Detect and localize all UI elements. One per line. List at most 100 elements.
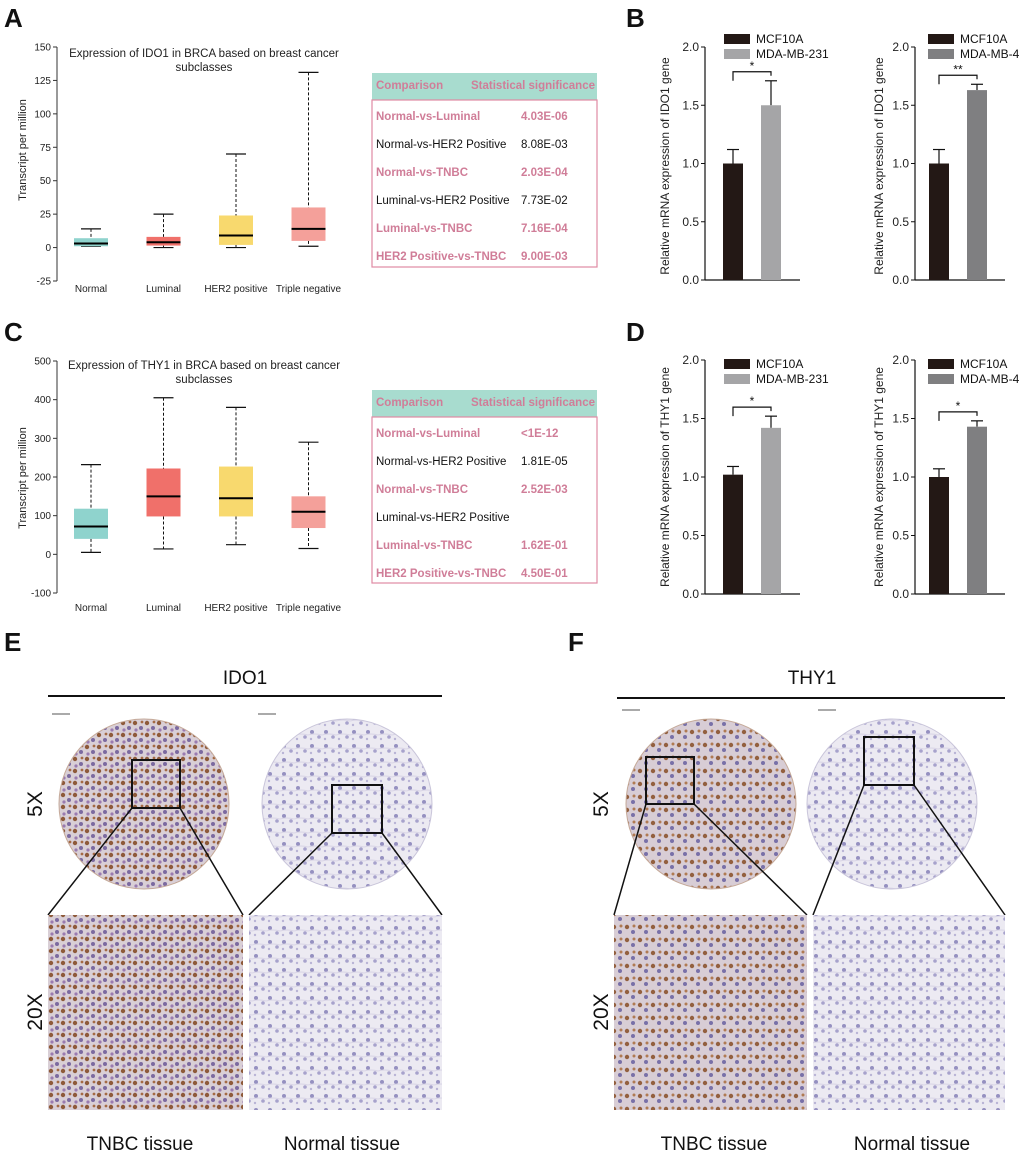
bar-thy1-231-y-tick-label-0: 0.0 bbox=[682, 587, 699, 601]
ihc-thy1-zoom-line-2 bbox=[693, 803, 808, 916]
significance-table-thy1-body-frame bbox=[371, 416, 598, 584]
boxplot-ido1-y-tick-label-6: 125 bbox=[34, 76, 51, 87]
ihc-thy1-normal-caption: Normal tissue bbox=[854, 1134, 970, 1155]
bar-ido1-231-y-tick-label-1: 0.5 bbox=[682, 215, 699, 229]
boxplot-ido1-category-label-1: Luminal bbox=[146, 284, 181, 295]
significance-table-thy1-row-2-comparison: Normal-vs-TNBC bbox=[376, 484, 468, 496]
boxplot-ido1-y-tick-label-2: 25 bbox=[40, 210, 52, 221]
bar-ido1-231-y-label: Relative mRNA expression of IDO1 gene bbox=[658, 57, 672, 275]
boxplot-ido1-y-tick-label-5: 100 bbox=[34, 109, 51, 120]
ihc-ido1-zoom-line-1 bbox=[47, 807, 133, 916]
ihc-thy1-zoom-line-1 bbox=[613, 803, 647, 916]
bar-ido1-231-legend-swatch-1 bbox=[724, 49, 750, 59]
bar-ido1-231-legend-label-1: MDA-MB-231 bbox=[756, 47, 829, 61]
boxplot-ido1-plot: -25 0 25 50 75 100 125 150 Normal Luminal HER2 pos… bbox=[34, 43, 341, 296]
boxplot-thy1-y-tick-label-6: 500 bbox=[34, 357, 51, 368]
bar-ido1-468-legend-label-1: MDA-MB-468 bbox=[960, 47, 1020, 61]
boxplot-thy1-category-label-2: HER2 positive bbox=[204, 603, 268, 614]
boxplot-thy1-y-tick-label-5: 400 bbox=[34, 395, 51, 406]
significance-table-thy1-row-0-comparison: Normal-vs-Luminal bbox=[376, 428, 480, 440]
bar-ido1-231-significance-bracket bbox=[732, 71, 772, 81]
ihc-ido1-tnbc-20x-image bbox=[48, 915, 243, 1110]
ihc-thy1-normal-zoom-box bbox=[863, 736, 915, 786]
boxplot-thy1-title-line1: Expression of THY1 in BRCA based on brea… bbox=[68, 360, 340, 372]
bar-thy1-468-significance-mark: * bbox=[956, 399, 961, 413]
bar-thy1-231-y-tick-label-1: 0.5 bbox=[682, 529, 699, 543]
boxplot-thy1-title-line2: subclasses bbox=[176, 374, 233, 386]
ihc-thy1-low-mag-label: 5X bbox=[590, 791, 613, 817]
bar-thy1-468-legend-swatch-0 bbox=[928, 359, 954, 369]
bar-ido1-468-significance-mark: ** bbox=[953, 62, 963, 76]
ihc-thy1-tnbc-core-5x bbox=[625, 718, 797, 890]
bar-ido1-231-y-tick-label-3: 1.5 bbox=[682, 98, 699, 112]
boxplot-ido1-box-2 bbox=[219, 215, 253, 245]
ihc-thy1-zoom-line-3 bbox=[812, 784, 865, 916]
significance-table-ido1-row-0-value: 4.03E-06 bbox=[521, 111, 568, 123]
boxplot-ido1-category-label-3: Triple negative bbox=[276, 284, 342, 295]
boxplot-ido1: Expression of IDO1 in BRCA based on brea… bbox=[17, 43, 342, 296]
bar-thy1-468-significance-bracket bbox=[938, 411, 978, 421]
bar-ido1-231-y-tick-label-4: 2.0 bbox=[682, 40, 699, 54]
ihc-ido1-tnbc-zoom-box bbox=[131, 759, 181, 809]
significance-table-ido1-row-2-comparison: Normal-vs-TNBC bbox=[376, 167, 468, 179]
ihc-thy1-tnbc-zoom-box bbox=[645, 756, 695, 805]
significance-table-thy1-row-0-value: <1E-12 bbox=[521, 428, 558, 440]
ihc-ido1-normal-20x-image bbox=[249, 915, 442, 1110]
ihc-thy1-high-mag-label: 20X bbox=[590, 993, 613, 1030]
bar-thy1-231-significance-bracket bbox=[732, 406, 772, 417]
boxplot-thy1-y-tick-label-1: 0 bbox=[45, 550, 51, 561]
bar-ido1-468-bar-0 bbox=[929, 163, 949, 280]
ihc-panel-thy1: THY1 5X 20X TNBC tissue Normal tissue bbox=[590, 668, 1006, 1155]
ihc-ido1-normal-core-5x bbox=[261, 718, 433, 890]
significance-table-thy1-row-1-comparison: Normal-vs-HER2 Positive bbox=[376, 456, 506, 468]
significance-table-thy1-row-2-value: 2.52E-03 bbox=[521, 484, 568, 496]
boxplot-thy1-y-label: Transcript per million bbox=[17, 427, 29, 529]
bar-ido1-468-y-label: Relative mRNA expression of IDO1 gene bbox=[872, 57, 886, 275]
bar-ido1-468-bar-1 bbox=[967, 90, 987, 280]
boxplot-thy1-y-tick-label-2: 100 bbox=[34, 511, 51, 522]
bar-thy1-468-legend-label-0: MCF10A bbox=[960, 357, 1007, 371]
bar-thy1-231-y-tick-label-3: 1.5 bbox=[682, 412, 699, 426]
bar-ido1-468-y-tick-label-2: 1.0 bbox=[892, 157, 909, 171]
boxplot-thy1-y-tick-label-3: 200 bbox=[34, 473, 51, 484]
significance-table-ido1-row-4-comparison: Luminal-vs-TNBC bbox=[376, 223, 472, 235]
ihc-thy1-normal-20x-image bbox=[813, 915, 1005, 1110]
bar-thy1-468-y-tick-label-4: 2.0 bbox=[892, 353, 909, 367]
significance-table-thy1-row-5-comparison: HER2 Positive-vs-TNBC bbox=[376, 568, 506, 580]
boxplot-ido1-y-tick-label-0: -25 bbox=[37, 277, 52, 288]
bar-thy1-468-y-tick-label-0: 0.0 bbox=[892, 587, 909, 601]
ihc-ido1-tnbc-caption: TNBC tissue bbox=[87, 1134, 194, 1155]
significance-table-thy1-row-4-value: 1.62E-01 bbox=[521, 540, 568, 552]
bar-ido1-468-y-tick-label-3: 1.5 bbox=[892, 98, 909, 112]
panel-label-f: F bbox=[568, 627, 584, 657]
bar-thy1-231: Relative mRNA expression of THY1 gene 0.… bbox=[658, 353, 829, 601]
significance-table-thy1-row-4-comparison: Luminal-vs-TNBC bbox=[376, 540, 472, 552]
bar-ido1-468-legend-swatch-1 bbox=[928, 49, 954, 59]
significance-table-ido1-row-5-value: 9.00E-03 bbox=[521, 251, 568, 263]
bar-thy1-231-legend-swatch-1 bbox=[724, 374, 750, 384]
bar-thy1-231-y-tick-label-4: 2.0 bbox=[682, 353, 699, 367]
ihc-ido1-zoom-line-2 bbox=[179, 807, 244, 916]
bar-thy1-231-bar-0 bbox=[723, 474, 743, 594]
bar-thy1-468-y-label: Relative mRNA expression of THY1 gene bbox=[872, 367, 886, 587]
ihc-thy1-normal-core-5x bbox=[806, 718, 978, 890]
bar-ido1-468-legend-label-0: MCF10A bbox=[960, 32, 1007, 46]
bar-ido1-468: Relative mRNA expression of IDO1 gene 0.… bbox=[872, 32, 1020, 287]
boxplot-ido1-y-tick-label-3: 50 bbox=[40, 176, 52, 187]
bar-ido1-468-significance-bracket bbox=[938, 74, 978, 85]
significance-table-thy1-header-comparison: Comparison bbox=[376, 397, 443, 409]
bar-thy1-468-bar-0 bbox=[929, 477, 949, 594]
significance-table-ido1-header-significance: Statistical significance bbox=[471, 80, 595, 92]
bar-ido1-468-legend-swatch-0 bbox=[928, 34, 954, 44]
bar-ido1-231-bar-1 bbox=[761, 105, 781, 280]
bar-ido1-468-y-tick-label-1: 0.5 bbox=[892, 215, 909, 229]
significance-table-ido1-header-bg bbox=[372, 73, 597, 100]
bar-thy1-231-legend-swatch-0 bbox=[724, 359, 750, 369]
ihc-ido1-gene-label: IDO1 bbox=[223, 668, 267, 689]
boxplot-ido1-category-label-2: HER2 positive bbox=[204, 284, 268, 295]
